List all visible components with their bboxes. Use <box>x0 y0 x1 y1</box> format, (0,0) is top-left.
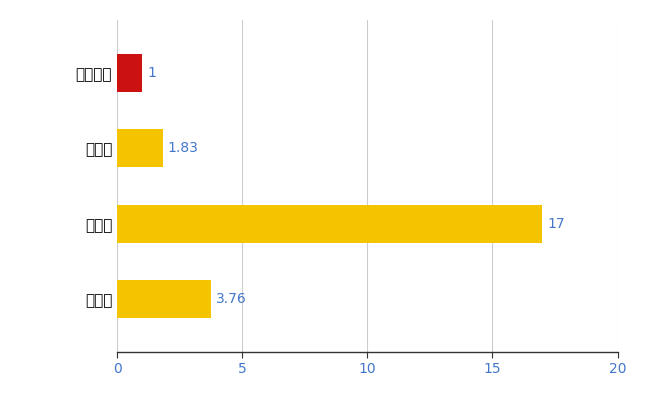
Text: 1.83: 1.83 <box>168 141 199 155</box>
Bar <box>117 280 211 318</box>
Bar <box>117 130 162 167</box>
Bar <box>117 205 542 242</box>
Text: 1: 1 <box>147 66 156 80</box>
Text: 17: 17 <box>547 217 565 231</box>
Bar <box>117 54 142 92</box>
Text: 3.76: 3.76 <box>216 292 247 306</box>
